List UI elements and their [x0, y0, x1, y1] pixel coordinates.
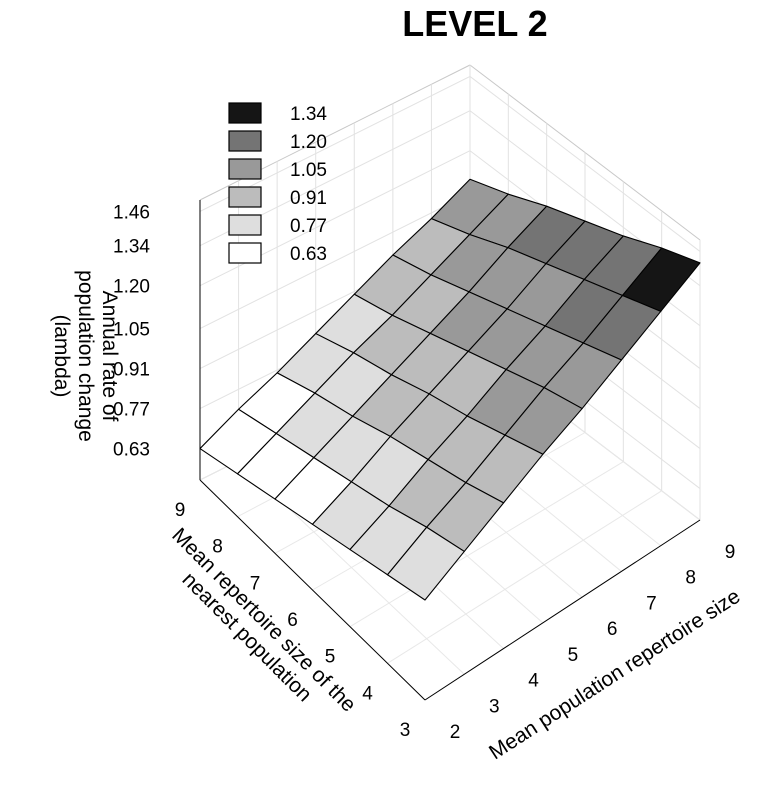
legend-label: 1.20 — [290, 132, 327, 153]
z-tick-label: 1.05 — [113, 320, 150, 341]
legend-swatch — [228, 102, 262, 124]
x-tick-label: 2 — [450, 722, 461, 743]
legend-swatch — [228, 158, 262, 180]
z-tick-label: 1.34 — [113, 237, 150, 258]
y-tick-label: 9 — [175, 500, 186, 521]
x-tick-label: 9 — [725, 542, 736, 563]
grid-line — [349, 461, 624, 628]
x-tick-label: 3 — [489, 696, 500, 717]
y-tick-label: 6 — [287, 610, 298, 631]
y-tick-label: 8 — [212, 537, 223, 558]
x-tick-label: 4 — [528, 671, 539, 692]
y-tick-label: 4 — [362, 683, 373, 704]
z-tick-label: 1.20 — [113, 277, 150, 298]
legend-label: 0.91 — [290, 188, 327, 209]
x-tick-label: 5 — [568, 645, 579, 666]
z-tick-label: 0.77 — [113, 400, 150, 421]
x-tick-label: 8 — [685, 568, 696, 589]
z-tick-label: 1.46 — [113, 202, 150, 223]
legend-swatch — [228, 242, 262, 264]
legend-label: 1.05 — [290, 160, 327, 181]
y-tick-label: 7 — [250, 573, 261, 594]
chart-title: LEVEL 2 — [402, 3, 547, 44]
x-tick-label: 6 — [607, 619, 618, 640]
y-tick-label: 3 — [400, 720, 411, 741]
z-tick-label: 0.63 — [113, 440, 150, 461]
legend-swatch — [228, 130, 262, 152]
axis-line — [199, 479, 426, 701]
y-tick-label: 5 — [325, 647, 336, 668]
legend-swatch — [228, 186, 262, 208]
grid-line — [199, 193, 471, 330]
legend-label: 1.34 — [290, 104, 327, 125]
z-axis-label: Annual rate of population change (lambda… — [50, 270, 121, 442]
legend-label: 0.77 — [290, 216, 327, 237]
surface-cell — [386, 526, 465, 601]
legend-swatch — [228, 214, 262, 236]
axis-line — [424, 519, 701, 701]
x-tick-label: 7 — [646, 593, 657, 614]
grid-line — [387, 490, 662, 664]
z-tick-label: 0.91 — [113, 360, 150, 381]
legend-label: 0.63 — [290, 244, 327, 265]
